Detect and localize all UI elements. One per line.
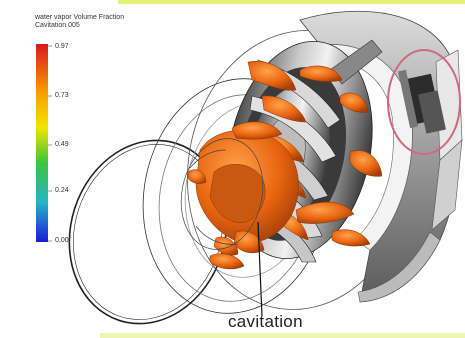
legend-title-line2: Cavitation 005 [35, 22, 80, 29]
legend-tick-max: 0.97 [55, 43, 69, 50]
accent-border-bottom [100, 333, 465, 338]
inlet-detail-wireframe [180, 138, 264, 250]
legend-tick-min: 0.00 [55, 237, 69, 244]
colorbar [36, 44, 48, 242]
legend-tick-4: 0.24 [55, 187, 69, 194]
legend-title-line1: water vapor Volume Fraction [35, 14, 125, 21]
volute-casing [299, 10, 463, 303]
legend-tick-3: 0.49 [55, 141, 69, 148]
cavitation-caption: cavitation [228, 312, 303, 331]
accent-border-top [118, 0, 465, 4]
caption-pointer [257, 221, 263, 317]
highlight-circle [387, 49, 461, 155]
colorbar-ticks [48, 45, 52, 242]
cavitation-regions [187, 60, 383, 270]
legend-tick-2: 0.73 [55, 92, 69, 99]
